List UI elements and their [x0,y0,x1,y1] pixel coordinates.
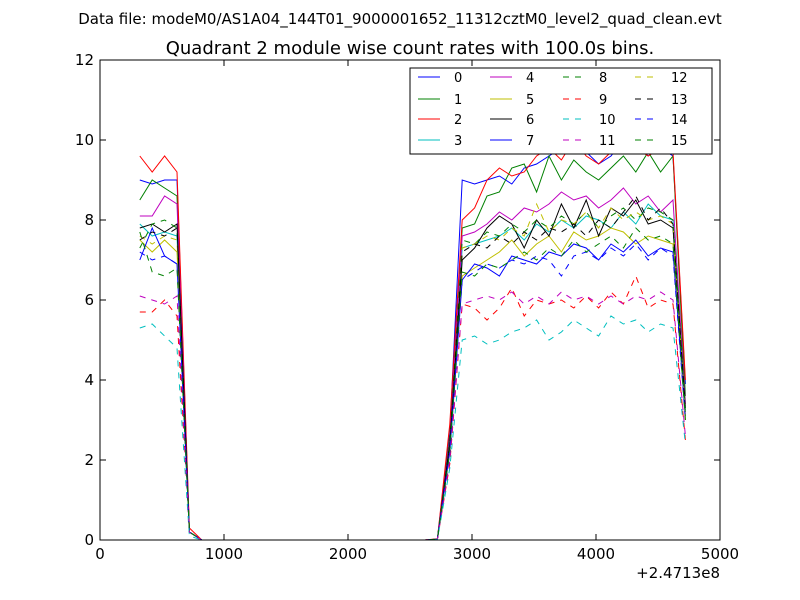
legend-label-6: 6 [526,113,534,128]
legend-label-8: 8 [599,71,607,86]
series-line-2 [139,139,686,540]
series-line-4 [139,187,686,540]
legend-label-10: 10 [599,113,616,128]
legend-label-11: 11 [599,134,616,149]
series-line-3 [139,203,686,540]
y-tick-label: 6 [84,291,94,309]
x-offset-label: +2.4713e8 [636,564,720,582]
x-tick-label: 3000 [453,545,491,563]
legend-label-9: 9 [599,93,607,108]
x-tick-label: 0 [95,545,105,563]
legend-label-5: 5 [526,93,534,108]
figure-suptitle: Data file: modeM0/AS1A04_144T01_90000016… [78,10,722,29]
x-tick-label: 5000 [701,545,739,563]
y-tick-label: 4 [84,371,94,389]
chart-title: Quadrant 2 module wise count rates with … [166,38,655,59]
legend-label-12: 12 [671,71,688,86]
y-tick-label: 8 [84,211,94,229]
series-layer [139,139,686,540]
y-tick-label: 0 [84,531,94,549]
series-line-0 [139,139,686,540]
series-line-14 [139,243,686,540]
series-line-1 [139,151,686,540]
legend-label-7: 7 [526,134,534,149]
series-line-5 [139,227,686,540]
y-tick-label: 12 [75,51,94,69]
x-tick-label: 2000 [329,545,367,563]
legend-label-14: 14 [671,113,688,128]
y-tick-label: 10 [75,131,94,149]
legend-label-4: 4 [526,71,534,86]
y-tick-label: 2 [84,451,94,469]
legend-label-15: 15 [671,134,688,149]
legend-label-1: 1 [454,93,462,108]
x-tick-label: 1000 [205,545,243,563]
legend-label-3: 3 [454,134,462,149]
legend-label-2: 2 [454,113,462,128]
legend-label-0: 0 [454,71,462,86]
series-line-6 [139,198,686,540]
legend-frame [409,67,713,155]
legend-label-13: 13 [671,93,688,108]
series-line-7 [139,226,686,540]
x-tick-label: 4000 [577,545,615,563]
